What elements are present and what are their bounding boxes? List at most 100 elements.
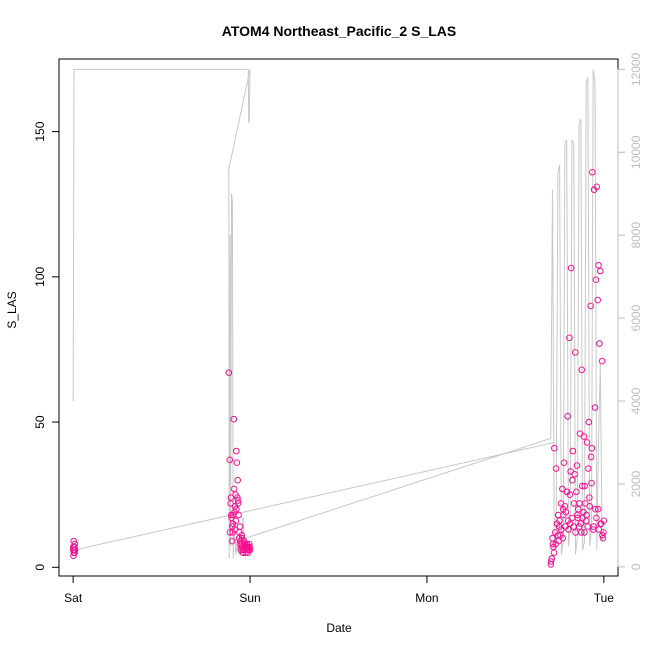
scatter-point xyxy=(564,517,572,525)
y-left-axis: 0 50 100 150 xyxy=(33,121,60,571)
scatter-point xyxy=(560,511,567,519)
scatter-point xyxy=(578,366,586,374)
scatter-point xyxy=(574,514,582,522)
scatter-point xyxy=(586,494,593,501)
scatter-point xyxy=(228,537,236,545)
scatter-point xyxy=(234,497,242,504)
scatter-point xyxy=(552,540,560,548)
x-tick-label: Sat xyxy=(64,591,83,605)
scatter-point xyxy=(71,546,79,554)
scatter-point xyxy=(597,267,604,275)
scatter-point xyxy=(566,334,573,342)
y-axis-label: S_LAS xyxy=(5,291,19,328)
scatter-point xyxy=(233,459,241,467)
scatter-point xyxy=(594,505,602,513)
scatter-point xyxy=(235,511,242,519)
scatter-point xyxy=(579,482,586,490)
scatter-point xyxy=(570,500,578,507)
scatter-point xyxy=(577,520,585,528)
scatter-point xyxy=(226,456,233,464)
x-tick-label: Sun xyxy=(239,591,260,605)
scatter-point xyxy=(586,503,594,510)
scatter-point xyxy=(587,302,594,310)
scatter-point xyxy=(585,465,592,472)
scatter-point xyxy=(587,453,595,461)
scatter-point xyxy=(551,444,558,452)
scatter-point xyxy=(598,357,606,365)
scatter-point xyxy=(549,540,557,548)
scatter-point xyxy=(234,476,241,484)
scatter-point xyxy=(589,169,596,176)
y-left-tick-label: 0 xyxy=(33,564,47,571)
scatter-point xyxy=(227,494,235,501)
scatter-point xyxy=(583,439,591,446)
y-left-tick-label: 100 xyxy=(33,266,47,286)
y-right-tick-label: 10000 xyxy=(629,135,643,169)
scatter-point xyxy=(564,413,571,420)
scatter-point xyxy=(560,459,568,467)
scatter-point xyxy=(573,462,581,469)
y-right-tick-label: 8000 xyxy=(629,222,643,249)
scatter-point xyxy=(600,529,607,536)
scatter-point xyxy=(581,529,588,536)
scatter-point xyxy=(577,529,585,536)
scatter-point xyxy=(228,511,235,519)
scatter-point xyxy=(551,529,559,536)
scatter-point xyxy=(591,404,599,411)
scatter-point xyxy=(571,349,579,356)
scatter-point xyxy=(573,488,580,496)
scatter-point xyxy=(583,511,590,519)
scatter-point xyxy=(550,549,558,557)
scatter-point xyxy=(569,447,577,455)
scatter-point xyxy=(556,523,563,530)
scatter-point xyxy=(233,505,240,513)
scatter-point xyxy=(559,485,566,493)
scatter-point xyxy=(595,261,602,269)
scatter-point xyxy=(552,465,560,472)
scatter-point xyxy=(581,482,589,490)
y-right-tick-label: 4000 xyxy=(629,387,643,414)
scatter-point xyxy=(246,543,253,551)
x-axis-label: Date xyxy=(326,621,352,635)
scatter-point xyxy=(231,526,238,533)
scatter-point xyxy=(597,520,605,528)
scatter-point xyxy=(236,523,244,530)
scatter-point xyxy=(547,558,555,565)
scatter-point xyxy=(569,476,576,484)
y-left-tick-label: 150 xyxy=(33,121,47,141)
scatter-point xyxy=(595,526,603,533)
scatter-point xyxy=(588,479,595,487)
scatter-point xyxy=(559,534,567,542)
x-tick-label: Mon xyxy=(415,591,438,605)
scatter-point xyxy=(593,514,600,522)
scatter-point xyxy=(588,444,596,452)
scatter-point xyxy=(245,546,253,554)
scatter-point xyxy=(234,500,242,507)
series-line-1 xyxy=(73,442,555,551)
scatter-point xyxy=(230,415,238,423)
scatter-point xyxy=(592,276,600,284)
scatter-point xyxy=(229,520,237,528)
scatter-point xyxy=(567,264,575,272)
scatter-point xyxy=(226,529,234,536)
chart-title: ATOM4 Northeast_Pacific_2 S_LAS xyxy=(222,23,456,39)
scatter-point xyxy=(567,468,574,475)
y-right-tick-label: 6000 xyxy=(629,304,643,331)
scatter-point xyxy=(599,532,606,539)
y-right-tick-label: 12000 xyxy=(629,52,643,86)
scatter-points-layer xyxy=(69,169,608,568)
scatter-point xyxy=(592,505,599,513)
scatter-point xyxy=(585,418,593,426)
scatter-point xyxy=(548,555,556,562)
scatter-point xyxy=(596,340,603,347)
x-axis: Sat Sun Mon Tue xyxy=(64,575,614,605)
scatter-point xyxy=(590,186,598,193)
scatter-point xyxy=(594,296,602,304)
scatter-point xyxy=(230,485,238,493)
y-left-tick-label: 50 xyxy=(33,415,47,429)
scatter-point xyxy=(225,369,233,377)
scatter-point xyxy=(580,433,588,440)
scatter-point xyxy=(563,488,571,496)
